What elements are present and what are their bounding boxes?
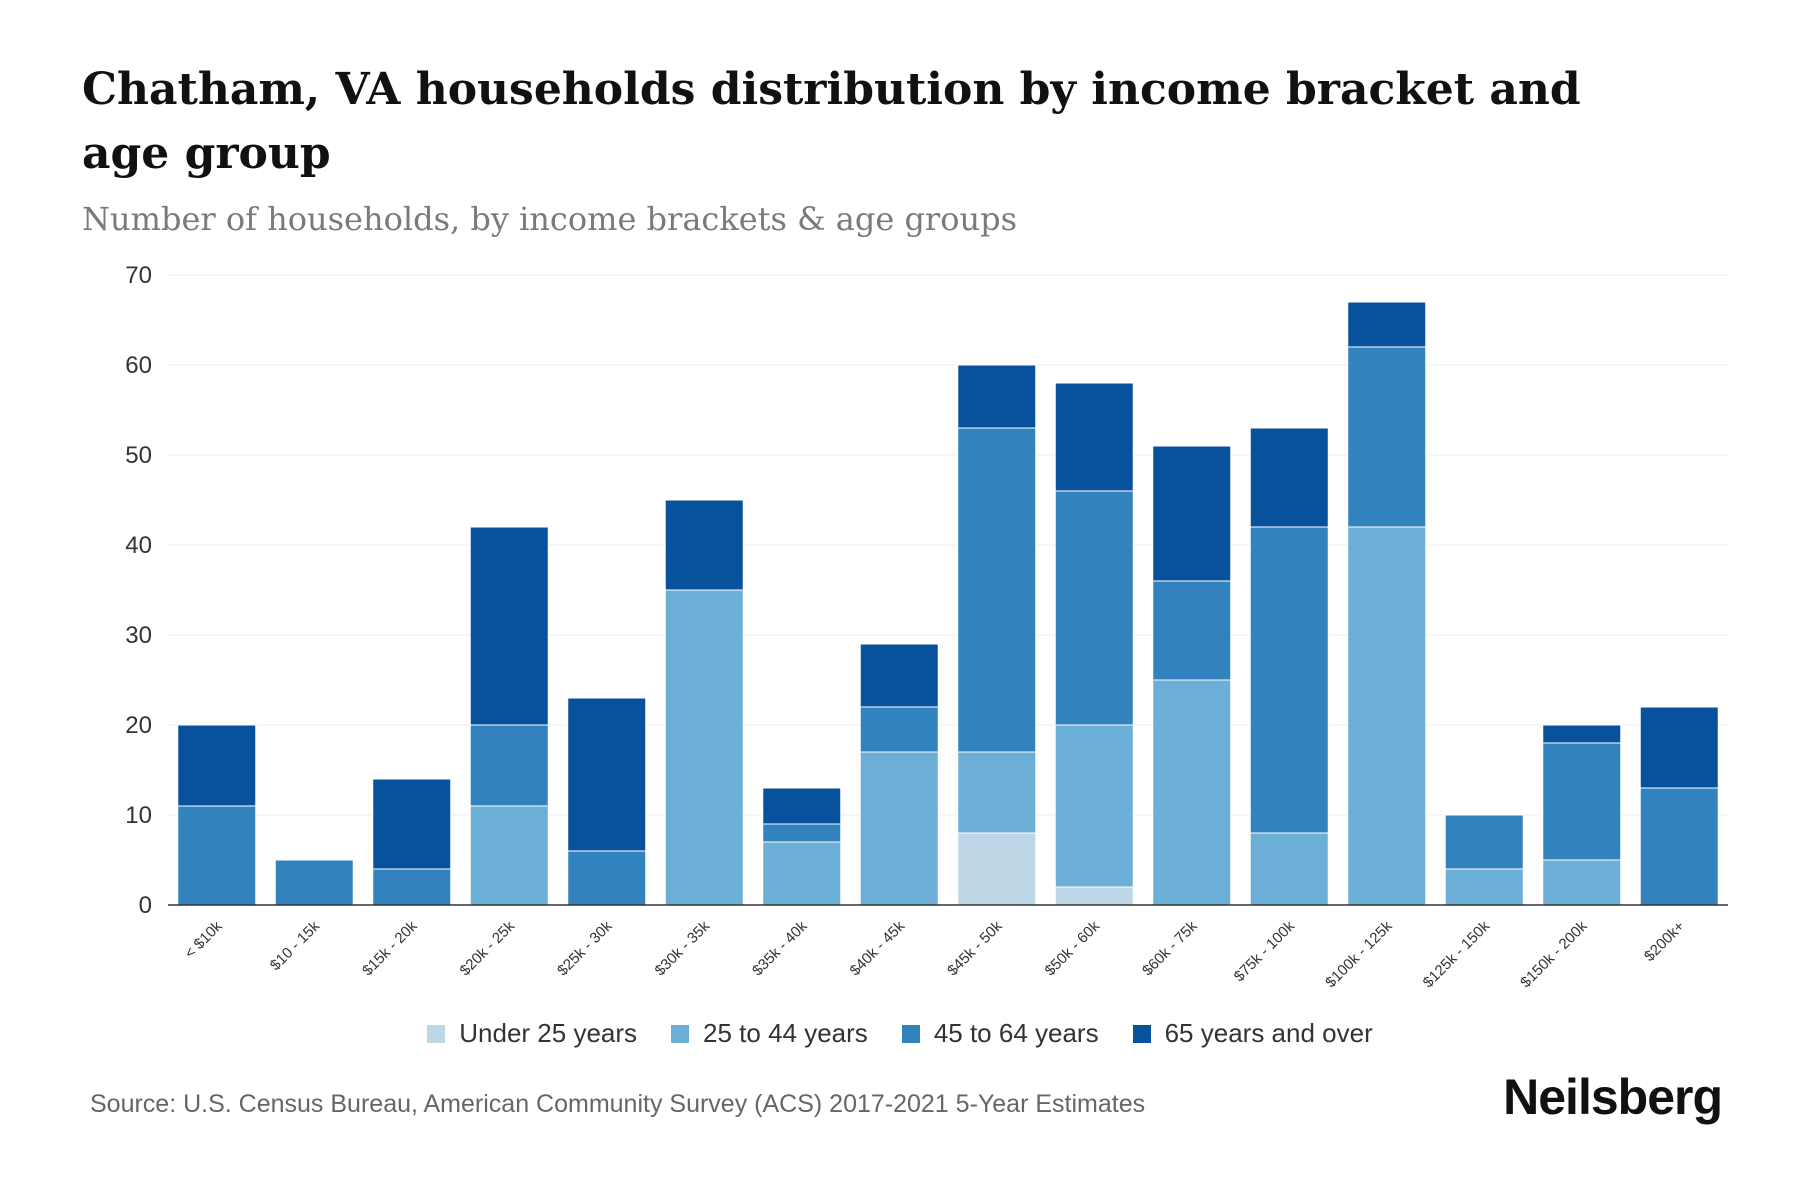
legend-item: 45 to 64 years [901,1018,1099,1049]
x-tick-label: $30k - 35k [652,917,714,979]
bar-segment [1152,445,1232,582]
legend-item: Under 25 years [427,1018,637,1049]
legend: Under 25 years 25 to 44 years 45 to 64 yea… [0,1018,1800,1049]
bar-segment [859,706,939,753]
legend-item: 25 to 44 years [671,1018,868,1049]
brand-logo: Neilsberg [1503,1069,1723,1125]
x-tick-label: $60k - 75k [1139,917,1201,979]
legend-swatch [427,1024,446,1043]
bar-segment [1639,787,1719,906]
x-tick-label: $50k - 60k [1042,917,1104,979]
bar-segment [1444,868,1524,906]
bar-segment [469,526,549,726]
bar-segment [1054,490,1134,726]
x-tick-label: $125k - 150k [1420,917,1494,991]
x-tick-label: $40k - 45k [847,917,909,979]
chart-area: 0 10 20 30 40 50 60 70 < $10k $10 - 15k $15k - 20k… [125,262,1728,991]
legend-label: 25 to 44 years [703,1018,868,1048]
x-tick-label: $10 - 15k [267,917,324,974]
bar-segment [372,778,452,870]
bar-segment [957,427,1037,753]
bar-segment [957,364,1037,429]
bar-segment [859,643,939,708]
y-tick-label: 0 [139,892,152,919]
x-tick-label: $25k - 30k [554,917,616,979]
bar-segment [1347,301,1427,348]
bar-segment [1152,679,1232,906]
y-tick-label: 60 [125,352,152,379]
bar-segment [274,859,354,906]
bar-segment [1347,346,1427,528]
bar-segment [177,805,257,906]
bar-segment [372,868,452,906]
bar-segment [664,499,744,591]
chart-title: Chatham, VA households distribution by i… [82,64,1581,179]
bar-segment [957,751,1037,834]
x-tick-label: $45k - 50k [944,917,1006,979]
bar-segment [1444,814,1524,870]
y-tick-label: 70 [125,262,152,289]
y-tick-label: 30 [125,622,152,649]
x-tick-label: $15k - 20k [359,917,421,979]
legend-swatch [671,1024,690,1043]
legend-swatch [901,1024,920,1043]
legend-item: 65 years and over [1132,1018,1373,1049]
bar-segment [762,841,842,906]
bar-segment [1249,427,1329,528]
bar-segment [859,751,939,906]
bar-segment [567,697,647,852]
x-tick-label: $75k - 100k [1231,917,1299,985]
bar-segment [567,850,647,906]
bar-segment [762,787,842,825]
bar-segment [469,805,549,906]
bar-segment [762,823,842,843]
bar-segment [664,589,744,906]
bar-segment [1054,886,1134,906]
bar-segment [1054,382,1134,492]
bar-segment [1249,832,1329,906]
bar-segment [1152,580,1232,681]
source-note: Source: U.S. Census Bureau, American Com… [90,1090,1146,1118]
bar-segment [1347,526,1427,906]
bar-segment [1542,724,1622,744]
bar-segment [1249,526,1329,834]
x-tick-label: $20k - 25k [457,917,519,979]
legend-label: 65 years and over [1164,1018,1373,1048]
y-tick-label: 20 [125,712,152,739]
bar-segment [177,724,257,807]
x-tick-label: $200k+ [1641,918,1688,965]
chart-subtitle: Number of households, by income brackets… [82,200,1017,238]
legend-label: Under 25 years [459,1018,638,1048]
x-tick-label: $100k - 125k [1322,917,1396,991]
x-tick-label: $35k - 40k [749,917,811,979]
bar-segment [469,724,549,807]
x-tick-label: < $10k [181,917,226,962]
bar-segment [1054,724,1134,888]
y-tick-label: 50 [125,442,152,469]
bar-segment [1542,742,1622,861]
x-tick-label: $150k - 200k [1517,917,1591,991]
y-tick-label: 40 [125,532,152,559]
y-tick-label: 10 [125,802,152,829]
bar-segment [1542,859,1622,906]
bar-segment [1639,706,1719,789]
legend-label: 45 to 64 years [933,1018,1099,1048]
bar-segment [957,832,1037,906]
legend-swatch [1132,1024,1151,1043]
